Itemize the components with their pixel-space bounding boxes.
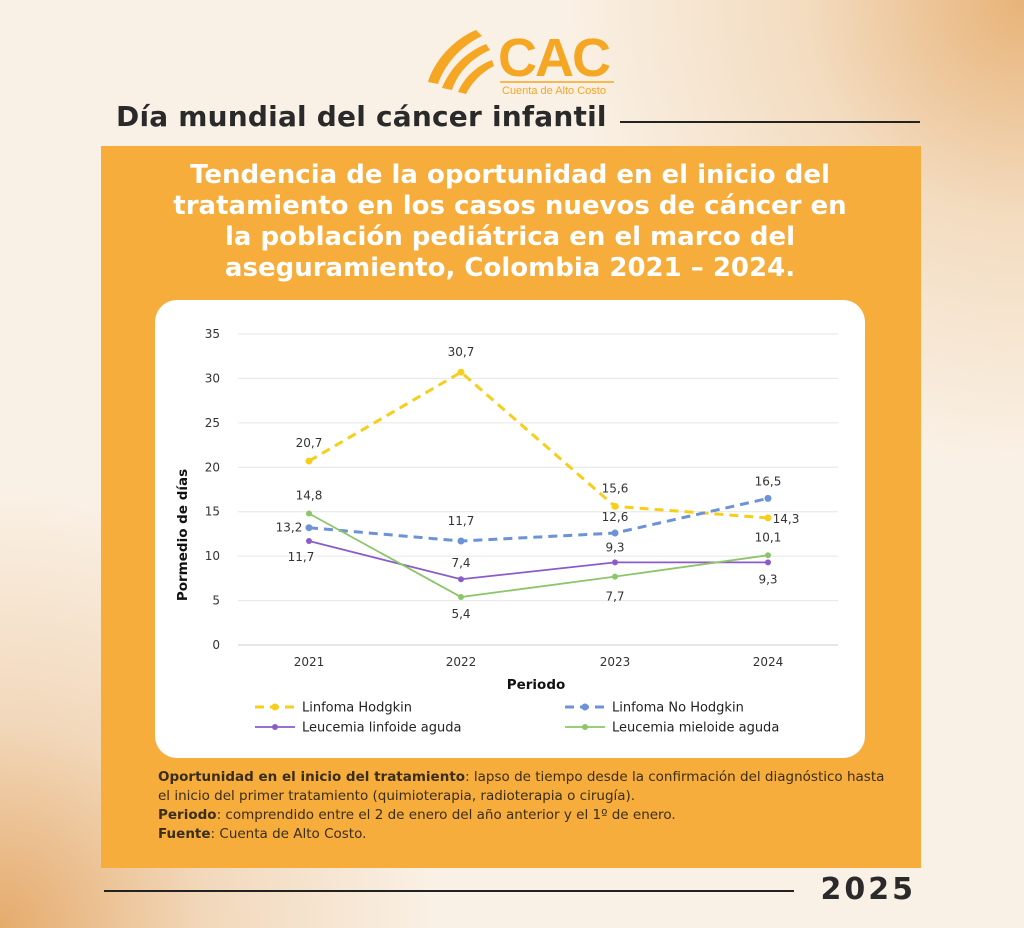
series-line <box>308 370 769 520</box>
data-label: 20,7 <box>296 436 323 450</box>
y-tick-label: 20 <box>205 460 220 474</box>
chart-title-line-1: Tendencia de la oportunidad en el inicio… <box>190 160 830 190</box>
logo-text: CAC <box>498 28 610 88</box>
y-axis-ticks: 0 5 10 15 20 25 30 35 <box>205 327 220 652</box>
note-period: Periodo: comprendido entre el 2 de enero… <box>158 806 898 825</box>
heading-divider <box>620 121 920 123</box>
series-line <box>308 512 769 598</box>
note-period-term: Periodo <box>158 807 217 823</box>
legend-label: Linfoma Hodgkin <box>302 701 412 716</box>
data-label: 11,7 <box>448 514 475 528</box>
footer-year: 2025 <box>820 872 916 907</box>
data-label: 14,3 <box>773 512 800 526</box>
legend-marker <box>582 724 588 730</box>
data-label: 14,8 <box>296 488 323 502</box>
legend-label: Linfoma No Hodgkin <box>612 701 744 716</box>
y-tick-label: 35 <box>205 327 220 341</box>
data-label: 16,5 <box>755 474 782 488</box>
cac-logo: CAC Cuenta de Alto Costo <box>428 28 614 97</box>
data-point <box>611 502 619 510</box>
note-source-term: Fuente <box>158 826 211 842</box>
chart-legend: Linfoma Hodgkin Linfoma No Hodgkin Leucemi… <box>255 701 779 736</box>
y-axis-label: Pormedio de días <box>175 469 191 601</box>
data-point <box>611 529 619 537</box>
line-chart: 0 5 10 15 20 25 30 35 2021 2022 2023 2024 20,7 30,7… <box>175 327 838 736</box>
data-point <box>305 524 313 532</box>
data-label: 10,1 <box>755 530 782 544</box>
data-label: 5,4 <box>451 607 470 621</box>
data-labels: 20,7 30,7 15,6 14,3 13,2 11,7 12,6 16,5 11,7 7,4 9… <box>276 345 800 621</box>
data-label: 12,6 <box>602 510 629 524</box>
x-axis-ticks: 2021 2022 2023 2024 <box>294 655 784 669</box>
logo-subtitle: Cuenta de Alto Costo <box>502 85 606 97</box>
note-definition-text: : lapso de tiempo desde la confirmación … <box>158 769 885 804</box>
series-line <box>308 540 768 581</box>
y-tick-label: 15 <box>205 505 220 519</box>
data-point <box>764 494 772 502</box>
data-point <box>458 576 464 583</box>
chart-title-line-4: aseguramiento, Colombia 2021 – 2024. <box>224 253 796 283</box>
page-heading: Día mundial del cáncer infantil <box>116 100 607 133</box>
chart-title-line-3: la población pediátrica en el marco del <box>224 222 796 252</box>
series-line <box>308 496 769 543</box>
y-tick-label: 30 <box>205 371 220 385</box>
note-source: Fuente: Cuenta de Alto Costo. <box>158 825 898 844</box>
x-tick-label: 2021 <box>294 655 325 669</box>
note-definition-term: Oportunidad en el inicio del tratamiento <box>158 769 466 785</box>
data-point <box>765 552 771 559</box>
data-point <box>305 457 313 465</box>
data-label: 9,3 <box>605 540 624 554</box>
chart-series <box>305 368 772 601</box>
data-point <box>612 573 618 580</box>
data-label: 13,2 <box>276 521 303 535</box>
note-source-text: : Cuenta de Alto Costo. <box>210 826 367 842</box>
legend-label: Leucemia linfoide aguda <box>302 721 461 736</box>
data-point <box>306 538 312 545</box>
data-point <box>458 594 464 601</box>
legend-label: Leucemia mieloide aguda <box>612 721 779 736</box>
data-point <box>612 559 618 566</box>
x-tick-label: 2024 <box>753 655 784 669</box>
notes: Oportunidad en el inicio del tratamiento… <box>158 768 898 844</box>
footer-divider <box>104 890 794 892</box>
data-point <box>765 559 771 566</box>
y-tick-label: 10 <box>205 549 220 563</box>
x-tick-label: 2022 <box>446 655 477 669</box>
legend-marker <box>271 703 279 711</box>
chart-title-line-2: tratamiento en los casos nuevos de cánce… <box>173 191 847 221</box>
data-label: 15,6 <box>602 481 629 495</box>
chart-gridlines <box>238 333 838 646</box>
data-label: 7,7 <box>605 590 624 604</box>
data-point <box>457 537 465 545</box>
data-point <box>306 510 312 517</box>
y-tick-label: 25 <box>205 416 220 430</box>
legend-marker <box>581 703 589 711</box>
chart-card <box>155 300 865 758</box>
data-label: 30,7 <box>448 345 475 359</box>
data-point <box>457 368 465 376</box>
chart-title: Tendencia de la oportunidad en el inicio… <box>120 160 900 284</box>
x-axis-label: Periodo <box>507 677 566 693</box>
y-tick-label: 0 <box>212 638 220 652</box>
data-label: 9,3 <box>758 572 777 586</box>
note-definition: Oportunidad en el inicio del tratamiento… <box>158 768 898 806</box>
x-tick-label: 2023 <box>600 655 631 669</box>
y-tick-label: 5 <box>212 594 220 608</box>
legend-marker <box>272 724 278 730</box>
logo-swoosh-icon <box>428 30 494 94</box>
data-label: 7,4 <box>451 556 470 570</box>
data-point <box>764 514 772 522</box>
data-label: 11,7 <box>288 550 315 564</box>
note-period-text: : comprendido entre el 2 de enero del añ… <box>216 807 676 823</box>
